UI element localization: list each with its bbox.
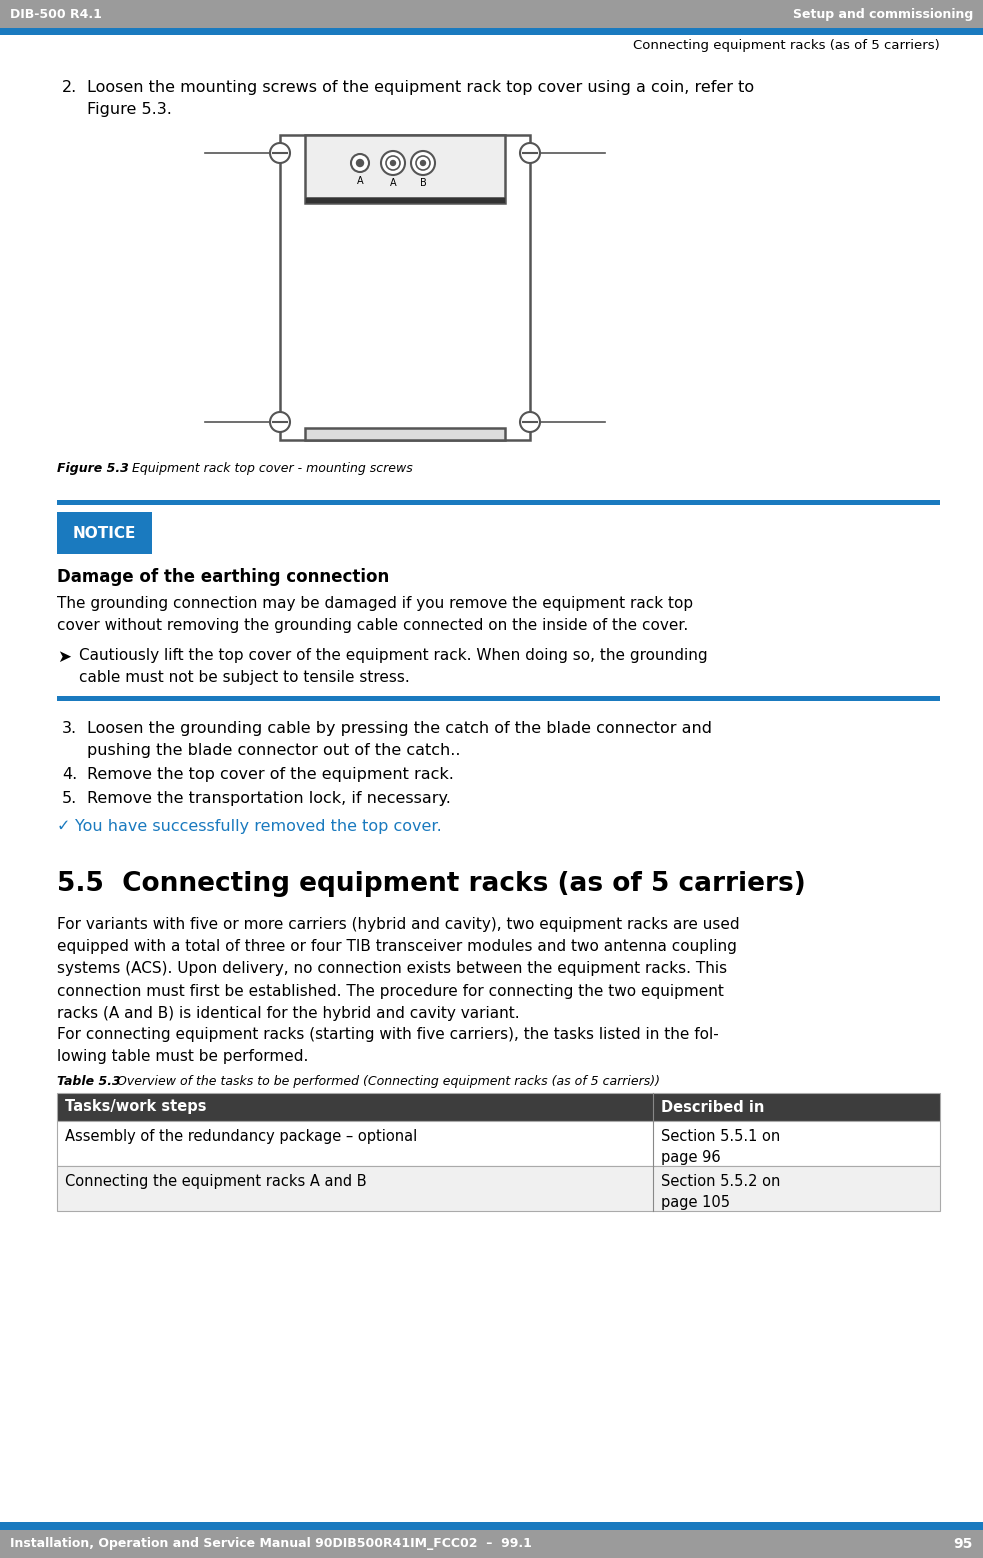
- Text: For connecting equipment racks (starting with five carriers), the tasks listed i: For connecting equipment racks (starting…: [57, 1027, 719, 1064]
- Text: Table 5.3: Table 5.3: [57, 1075, 121, 1087]
- Text: Installation, Operation and Service Manual 90DIB500R41IM_FCC02  –  99.1: Installation, Operation and Service Manu…: [10, 1538, 532, 1550]
- Text: Section 5.5.1 on
page 96: Section 5.5.1 on page 96: [661, 1130, 781, 1165]
- Text: Connecting the equipment racks A and B: Connecting the equipment racks A and B: [65, 1175, 367, 1189]
- Text: A: A: [357, 176, 364, 185]
- Text: Tasks/work steps: Tasks/work steps: [65, 1100, 206, 1114]
- Text: B: B: [420, 178, 427, 189]
- Bar: [280, 136, 530, 439]
- Circle shape: [520, 411, 540, 432]
- Bar: [0, 28, 983, 34]
- Text: 5.: 5.: [62, 791, 78, 805]
- Text: For variants with five or more carriers (hybrid and cavity), two equipment racks: For variants with five or more carriers …: [57, 918, 739, 1020]
- Text: ➤: ➤: [57, 648, 71, 665]
- Text: NOTICE: NOTICE: [73, 525, 137, 541]
- Bar: [305, 196, 505, 203]
- Text: 3.: 3.: [62, 721, 77, 735]
- Bar: [57, 1122, 940, 1165]
- Text: DIB-500 R4.1: DIB-500 R4.1: [10, 8, 102, 20]
- Bar: [57, 500, 940, 505]
- Text: 5.5  Connecting equipment racks (as of 5 carriers): 5.5 Connecting equipment racks (as of 5 …: [57, 871, 806, 897]
- Bar: [0, 1522, 983, 1530]
- Text: Loosen the grounding cable by pressing the catch of the blade connector and
push: Loosen the grounding cable by pressing t…: [87, 721, 712, 757]
- Text: Loosen the mounting screws of the equipment rack top cover using a coin, refer t: Loosen the mounting screws of the equipm…: [87, 79, 754, 95]
- Circle shape: [411, 151, 435, 174]
- Circle shape: [520, 143, 540, 164]
- Text: The grounding connection may be damaged if you remove the equipment rack top
cov: The grounding connection may be damaged …: [57, 597, 693, 633]
- Bar: [57, 1165, 940, 1211]
- Text: Section 5.5.2 on
page 105: Section 5.5.2 on page 105: [661, 1175, 781, 1211]
- Circle shape: [270, 411, 290, 432]
- Circle shape: [357, 159, 364, 167]
- Text: ✓: ✓: [57, 820, 71, 834]
- Circle shape: [270, 143, 290, 164]
- Circle shape: [351, 154, 369, 171]
- Text: You have successfully removed the top cover.: You have successfully removed the top co…: [75, 820, 441, 834]
- Circle shape: [381, 151, 405, 174]
- Text: Described in: Described in: [661, 1100, 765, 1114]
- Bar: [0, 1530, 983, 1558]
- Bar: [57, 1094, 940, 1122]
- Text: Equipment rack top cover - mounting screws: Equipment rack top cover - mounting scre…: [132, 463, 413, 475]
- Text: Overview of the tasks to be performed (Connecting equipment racks (as of 5 carri: Overview of the tasks to be performed (C…: [117, 1075, 660, 1087]
- Text: Assembly of the redundancy package – optional: Assembly of the redundancy package – opt…: [65, 1130, 417, 1144]
- Text: Connecting equipment racks (as of 5 carriers): Connecting equipment racks (as of 5 carr…: [633, 39, 940, 51]
- Circle shape: [390, 160, 395, 165]
- Text: Figure 5.3: Figure 5.3: [57, 463, 129, 475]
- Text: Damage of the earthing connection: Damage of the earthing connection: [57, 569, 389, 586]
- Bar: [0, 0, 983, 28]
- Bar: [57, 513, 152, 555]
- Text: Setup and commissioning: Setup and commissioning: [792, 8, 973, 20]
- Text: Remove the top cover of the equipment rack.: Remove the top cover of the equipment ra…: [87, 767, 454, 782]
- Text: Remove the transportation lock, if necessary.: Remove the transportation lock, if neces…: [87, 791, 451, 805]
- Bar: [57, 696, 940, 701]
- Text: Figure 5.3.: Figure 5.3.: [87, 101, 172, 117]
- Text: 2.: 2.: [62, 79, 78, 95]
- Bar: [305, 428, 505, 439]
- Text: A: A: [389, 178, 396, 189]
- Bar: [305, 136, 505, 203]
- Text: 95: 95: [954, 1538, 973, 1552]
- Text: 4.: 4.: [62, 767, 78, 782]
- Text: Cautiously lift the top cover of the equipment rack. When doing so, the groundin: Cautiously lift the top cover of the equ…: [79, 648, 708, 686]
- Circle shape: [421, 160, 426, 165]
